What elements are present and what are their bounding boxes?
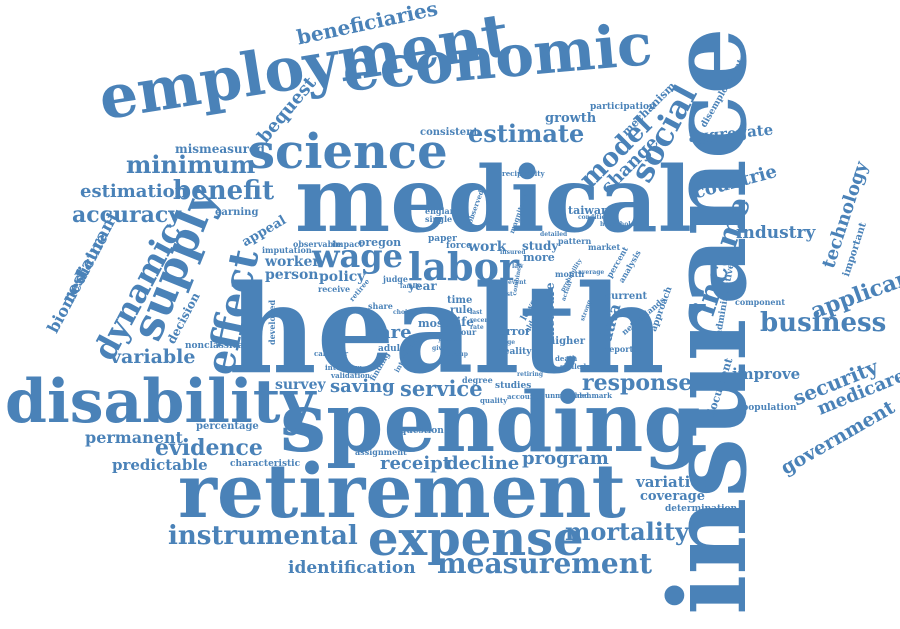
word-law: law (512, 264, 523, 270)
word-population: population (742, 404, 797, 413)
word-single: single (425, 215, 452, 223)
word-page: page (499, 340, 515, 346)
word-decline: decline (446, 455, 519, 473)
word-group: group (448, 352, 468, 358)
word-choice: choice (393, 310, 415, 316)
word-most: most (418, 318, 448, 329)
word-account: account (507, 393, 538, 400)
word-measure: measure (544, 282, 556, 340)
word-developed: developed (268, 300, 276, 345)
word-program: program (522, 450, 609, 468)
word-death: death (555, 355, 577, 362)
word-imputation: imputation (262, 246, 312, 254)
word-industry: industry (736, 225, 815, 242)
word-growth: growth (545, 112, 596, 125)
word-variable: variable (110, 348, 195, 367)
word-variation: variation (636, 475, 711, 490)
word-higher: higher (548, 337, 585, 347)
word-validation: validation (331, 372, 370, 379)
word-family: family (400, 284, 421, 290)
word-mortality: mortality (565, 520, 689, 544)
word-instrumental: instrumental (168, 523, 358, 549)
word-characteristic: characteristic (230, 460, 300, 469)
word-cost: cost (499, 292, 513, 298)
word-predictable: predictable (112, 458, 208, 473)
word-conditional: conditional (578, 215, 616, 221)
word-survey: survey (275, 378, 326, 392)
word-estimation: estimation (80, 183, 188, 201)
word-more: more (523, 252, 555, 263)
word-earning: earning (215, 208, 258, 218)
word-business: business (760, 310, 886, 336)
word-component: component (735, 298, 785, 306)
word-rate: rate (470, 325, 484, 331)
word-appeal: appeal (240, 214, 288, 249)
word-question: question (400, 427, 444, 436)
word-receipt: receipt (380, 455, 451, 473)
word-paper: paper (428, 235, 457, 244)
word-retiring: retiring (517, 372, 543, 378)
word-technology: technology (820, 160, 871, 271)
word-saving: saving (330, 378, 395, 396)
word-pattern: pattern (558, 237, 591, 245)
word-nonclassical: nonclassical (185, 342, 247, 351)
word-skilled: skilled (560, 363, 586, 370)
word-receive: receive (318, 285, 350, 293)
word-interview: interview (325, 364, 361, 371)
word-measurement: measurement (437, 550, 652, 578)
word-current: current (605, 292, 647, 302)
word-insured: insured (500, 250, 526, 256)
word-quality: quality (480, 397, 507, 404)
word-identification: identification (288, 560, 416, 577)
word-average: average (578, 270, 604, 276)
word-reciprocity: reciprocity (502, 170, 545, 177)
word-studies: studies (495, 382, 531, 391)
word-reported: reported (605, 345, 644, 353)
word-denmark: denmark (577, 392, 612, 399)
word-minimum: minimum (126, 153, 255, 177)
word-benefit: benefit (173, 178, 274, 204)
word-percentage: percentage (196, 422, 259, 432)
word-share: share (368, 302, 393, 310)
word-coverage: coverage (640, 490, 705, 503)
word-mismeasured: mismeasured (175, 143, 265, 155)
word-consistent: consistent (420, 128, 478, 138)
word-detailed: detailed (540, 232, 567, 238)
word-household: household (600, 222, 635, 228)
word-degree: degree (462, 376, 493, 384)
word-disability: disability (5, 372, 315, 432)
word-accuracy: accuracy (72, 204, 181, 226)
word-care: care (368, 324, 412, 342)
word-young: young (438, 337, 458, 343)
word-determination: determination (665, 505, 737, 514)
word-person: person (265, 268, 318, 282)
word-calendar: calendar (314, 350, 348, 357)
word-judge: judge (383, 275, 408, 283)
word-last: last (470, 310, 482, 316)
word-reality: reality (499, 348, 532, 357)
word-improve: improve (732, 367, 800, 382)
word-market: market (588, 243, 620, 251)
word-oregon: oregon (358, 237, 401, 248)
word-assignment: assignment (355, 448, 407, 456)
word-permanent: permanent (85, 430, 183, 446)
